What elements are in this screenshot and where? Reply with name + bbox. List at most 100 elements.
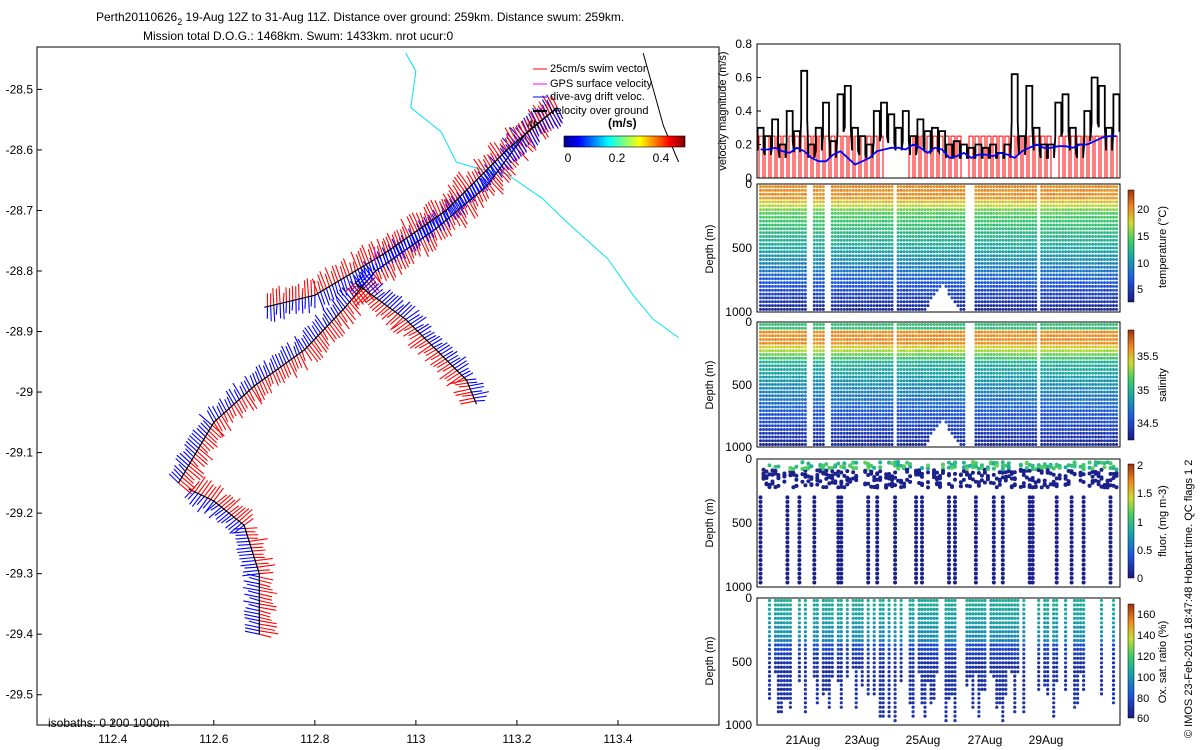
salinity-sample <box>776 420 780 424</box>
drift-vector <box>244 593 260 598</box>
drift-vector <box>414 232 421 247</box>
swim-vector <box>375 305 388 317</box>
salinity-sample <box>785 390 789 394</box>
temperature-sample <box>1070 192 1074 196</box>
temperature-sample <box>956 242 960 246</box>
temperature-sample <box>887 208 891 212</box>
temperature-sample <box>977 258 981 261</box>
temperature-sample <box>851 288 855 292</box>
temperature-sample <box>953 258 957 261</box>
temperature-sample <box>1085 277 1089 281</box>
temperature-sample <box>1046 277 1050 281</box>
temperature-sample <box>771 296 774 300</box>
temperature-sample <box>899 188 903 192</box>
map-y-tick-label: -28.9 <box>6 325 34 339</box>
temperature-sample <box>776 188 780 192</box>
temperature-sample <box>1097 261 1101 265</box>
temperature-sample <box>1112 277 1115 281</box>
velocity-bar <box>1034 135 1040 179</box>
drift-vector <box>471 390 483 393</box>
temperature-sample <box>869 250 873 254</box>
temperature-sample <box>875 211 879 215</box>
temperature-sample <box>821 288 825 292</box>
temperature-sample <box>845 219 849 223</box>
swim-vector <box>409 332 421 340</box>
temperature-sample <box>836 250 840 254</box>
temperature-sample <box>875 192 879 196</box>
drift-vector <box>455 200 466 216</box>
temperature-sample <box>887 265 891 269</box>
temperature-sample <box>797 192 801 196</box>
salinity-sample <box>771 428 774 431</box>
temperature-sample <box>1049 273 1053 277</box>
temperature-sample <box>1034 292 1038 296</box>
temperature-sample <box>1004 231 1008 235</box>
temperature-sample <box>1010 235 1014 238</box>
temperature-sample <box>1112 300 1115 304</box>
temperature-sample <box>1049 223 1053 227</box>
temperature-sample <box>779 288 783 292</box>
temperature-sample <box>959 292 963 296</box>
drift-vector <box>337 292 348 306</box>
temperature-sample <box>1109 288 1112 292</box>
temperature-sample <box>896 246 900 250</box>
temperature-sample <box>830 246 834 250</box>
temperature-sample <box>1058 281 1062 285</box>
salinity-sample <box>791 330 795 334</box>
temperature-sample <box>926 208 930 212</box>
temperature-sample <box>803 227 807 231</box>
temperature-sample <box>917 188 921 192</box>
salinity-sample <box>794 375 798 379</box>
temperature-sample <box>762 219 765 223</box>
salinity-sample <box>785 375 789 379</box>
temperature-sample <box>765 238 768 242</box>
temperature-sample <box>905 231 909 235</box>
salinity-sample <box>788 416 792 420</box>
temperature-sample <box>762 223 765 227</box>
temperature-sample <box>938 281 942 285</box>
temperature-sample <box>935 223 939 227</box>
temperature-sample <box>938 227 942 231</box>
temperature-sample <box>1103 238 1106 242</box>
temperature-sample <box>860 258 864 261</box>
temperature-sample <box>1061 273 1065 277</box>
drift-vector <box>424 331 435 339</box>
temperature-sample <box>929 242 933 246</box>
temperature-sample <box>1070 204 1074 208</box>
temperature-sample <box>1076 273 1080 277</box>
swim-vector <box>330 270 336 284</box>
swim-vector <box>226 498 241 512</box>
temperature-sample <box>1034 265 1038 269</box>
temperature-sample <box>941 200 945 204</box>
drift-vector <box>469 186 477 198</box>
temperature-sample <box>875 188 879 192</box>
temperature-sample <box>1058 300 1062 304</box>
temperature-sample <box>1109 227 1112 231</box>
temperature-sample <box>1049 185 1053 189</box>
temperature-sample <box>899 273 903 277</box>
temperature-sample <box>1088 258 1092 261</box>
temperature-sample <box>863 223 867 227</box>
temperature-sample <box>908 281 912 285</box>
temperature-sample <box>1076 284 1080 288</box>
drift-vector <box>499 156 510 171</box>
temperature-sample <box>878 281 882 285</box>
swim-vector <box>228 505 240 514</box>
temperature-sample <box>860 261 864 265</box>
temperature-sample <box>962 242 966 246</box>
temperature-sample <box>791 238 795 242</box>
temperature-sample <box>768 296 771 300</box>
temperature-sample <box>950 288 954 292</box>
drift-vector <box>378 289 391 301</box>
map-x-tick-label: 112.8 <box>300 732 329 746</box>
temperature-sample <box>771 219 774 223</box>
temperature-sample <box>1049 227 1053 231</box>
temperature-sample <box>953 261 957 265</box>
temperature-sample <box>1091 300 1095 304</box>
temperature-sample <box>1007 300 1011 304</box>
temperature-sample <box>1103 307 1106 311</box>
temperature-sample <box>1106 284 1109 288</box>
temperature-sample <box>1031 288 1035 292</box>
temperature-sample <box>803 204 807 208</box>
temperature-sample <box>959 215 963 219</box>
